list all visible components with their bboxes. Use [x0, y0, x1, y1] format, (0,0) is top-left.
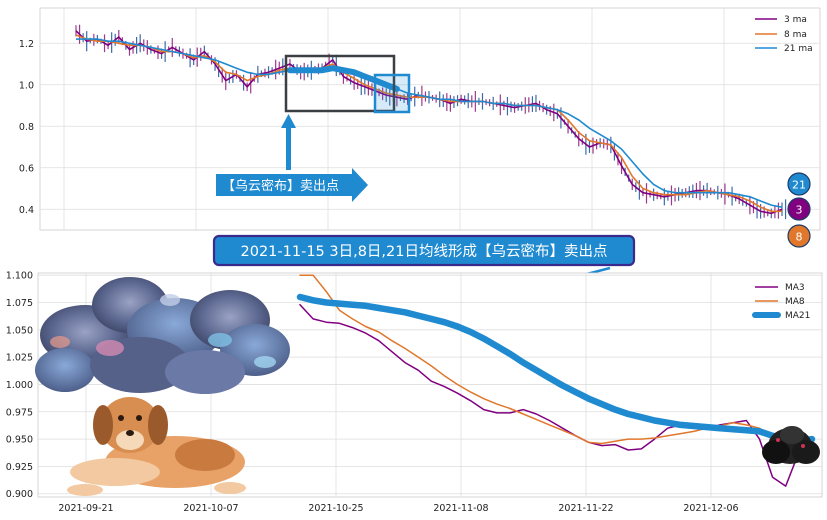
bottom-y-tick-label: 1.100: [6, 271, 33, 282]
top-legend: 3 ma 8 ma 21 ma: [755, 15, 813, 54]
bottom-x-tick-label: 2021-10-25: [308, 503, 363, 514]
top-legend-3ma: 3 ma: [784, 15, 807, 25]
bottom-y-tick-label: 0.950: [6, 435, 33, 446]
top-chart: 0.4 0.6 0.8 1.0 1.2 3 ma 8 ma 21 ma 【乌云密布】卖出…: [19, 7, 821, 248]
bottom-x-tick-label: 2021-11-22: [558, 503, 613, 514]
ma-badges: 21 3 8: [787, 172, 811, 248]
dog-illustration: [67, 397, 246, 496]
callout-label-text: 【乌云密布】卖出点: [222, 178, 339, 194]
sell-point-banner: 2021-11-15 3日,8日,21日均线形成【乌云密布】卖出点: [212, 234, 636, 284]
bottom-x-tick-label: 2021-11-08: [433, 503, 488, 514]
bottom-x-tick-label: 2021-10-07: [183, 503, 238, 514]
top-y-tick-label: 0.8: [19, 122, 34, 133]
badge-8: [787, 224, 811, 248]
badge-21: [787, 172, 811, 196]
top-ma-lines: [75, 30, 783, 215]
top-y-tick-label: 0.4: [19, 205, 34, 216]
bottom-legend-ma3: MA3: [785, 283, 805, 293]
bottom-x-axis: 2021-09-21 2021-10-07 2021-10-25 2021-11-08…: [58, 503, 738, 514]
callout-label: 【乌云密布】卖出点: [216, 168, 368, 202]
top-y-tick-label: 0.6: [19, 163, 34, 174]
bottom-y-tick-label: 1.050: [6, 325, 33, 336]
badge-21-label: 21: [792, 179, 806, 192]
storm-cloud-illustration: [35, 277, 290, 394]
bottom-y-tick-label: 0.900: [6, 489, 33, 500]
top-y-tick-label: 1.0: [19, 80, 34, 91]
top-gridlines: [40, 8, 820, 230]
bottom-legend-ma21: MA21: [785, 311, 810, 321]
top-legend-21ma: 21 ma: [784, 44, 813, 54]
bottom-legend-ma8: MA8: [785, 297, 805, 307]
bottom-y-tick-label: 0.925: [6, 462, 33, 473]
top-legend-8ma: 8 ma: [784, 30, 807, 40]
badge-8-label: 8: [796, 231, 803, 244]
bottom-series-line-1: [299, 274, 813, 451]
banner-text: 2021-11-15 3日,8日,21日均线形成【乌云密布】卖出点: [241, 243, 608, 260]
dark-cloud-small-illustration: [762, 426, 820, 464]
top-series-line-2: [76, 38, 783, 208]
bottom-legend: MA3 MA8 MA21: [752, 283, 810, 321]
bottom-y-tick-label: 1.025: [6, 353, 33, 364]
top-y-axis: 0.4 0.6 0.8 1.0 1.2: [19, 39, 34, 216]
bottom-x-tick-label: 2021-12-06: [683, 503, 738, 514]
top-y-tick-label: 1.2: [19, 39, 34, 50]
badge-3-label: 3: [796, 204, 803, 217]
bottom-series-line-2: [296, 293, 816, 445]
dark-cloud-region-box: [284, 54, 396, 113]
bottom-y-tick-label: 1.000: [6, 380, 33, 391]
bottom-y-tick-label: 0.975: [6, 407, 33, 418]
badge-3: [787, 197, 811, 221]
top-plot-area: [39, 7, 821, 231]
sell-point-highlight-box: [373, 73, 411, 114]
top-ma21-highlight: [286, 65, 400, 92]
bottom-y-tick-label: 1.075: [6, 298, 33, 309]
callout-up-arrow: [281, 114, 296, 170]
bottom-y-axis: 0.900 0.925 0.950 0.975 1.000 1.025 1.050 1.075…: [6, 271, 33, 501]
bottom-x-tick-label: 2021-09-21: [58, 503, 113, 514]
bottom-ma-lines: [296, 274, 816, 487]
